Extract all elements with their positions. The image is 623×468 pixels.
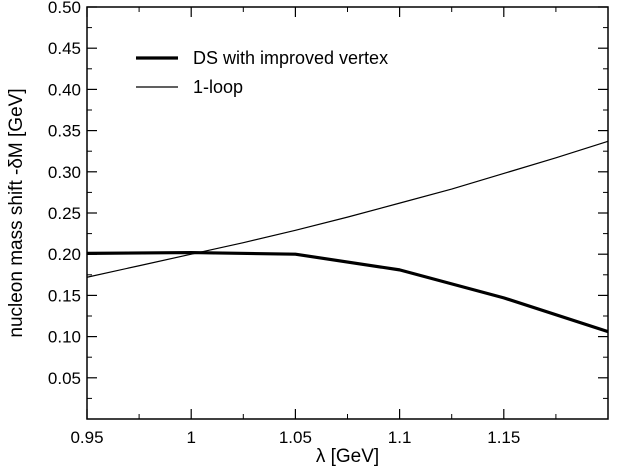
legend-label-ds: DS with improved vertex — [193, 48, 388, 68]
legend-label-1-loop: 1-loop — [193, 77, 243, 97]
axis-ticks — [86, 6, 609, 419]
x-tick-label: 0.95 — [70, 428, 103, 447]
y-tick-label: 0.10 — [48, 328, 81, 347]
series-layer — [86, 140, 609, 334]
y-tick-label: 0.25 — [48, 204, 81, 223]
legend: DS with improved vertex 1-loop — [136, 48, 388, 97]
tick-labels: 0.95 1 1.05 1.1 1.15 0.05 0.10 0.15 0.20 0.25 0.30… — [48, 0, 520, 447]
x-tick-label: 1.15 — [487, 428, 520, 447]
y-tick-label: 0.50 — [48, 0, 81, 17]
x-tick-label: 1 — [186, 428, 195, 447]
series-line-1-loop — [86, 140, 609, 278]
y-tick-label: 0.30 — [48, 163, 81, 182]
x-axis-label: λ [GeV] — [316, 446, 379, 467]
plot-frame — [86, 6, 609, 420]
y-tick-label: 0.45 — [48, 39, 81, 58]
x-tick-label: 1.1 — [388, 428, 412, 447]
x-tick-label: 1.05 — [279, 428, 312, 447]
y-tick-label: 0.40 — [48, 80, 81, 99]
y-tick-label: 0.05 — [48, 369, 81, 388]
y-tick-label: 0.15 — [48, 286, 81, 305]
y-tick-label: 0.35 — [48, 122, 81, 141]
y-axis-label: nucleon mass shift -δM [GeV] — [6, 88, 27, 337]
series-line-ds — [86, 250, 609, 334]
y-tick-label: 0.20 — [48, 245, 81, 264]
